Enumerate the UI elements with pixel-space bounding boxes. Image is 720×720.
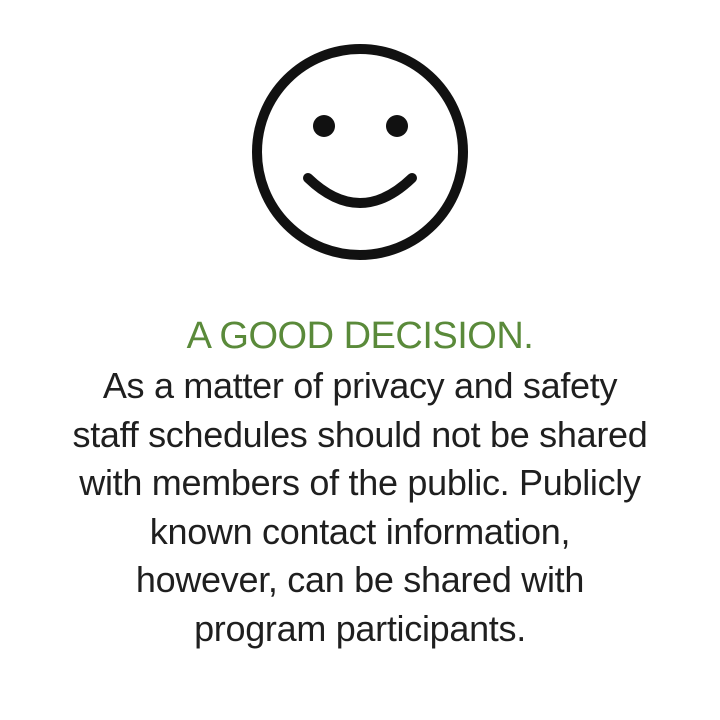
explanation-line: staff schedules should not be shared — [72, 413, 648, 455]
explanation-line: program participants. — [194, 607, 526, 649]
result-heading: A GOOD DECISION. — [186, 315, 534, 357]
smiley-face-icon — [252, 44, 468, 260]
explanation-line: with members of the public. Publicly — [79, 462, 641, 503]
explanation-line: known contact information, — [149, 510, 571, 552]
result-explanation: As a matter of privacy and safety staff … — [30, 362, 690, 653]
right-eye — [386, 115, 408, 137]
explanation-line: however, can be shared with — [135, 559, 585, 600]
smile-mouth — [303, 173, 417, 208]
face-outline — [252, 44, 468, 260]
left-eye — [313, 115, 335, 137]
explanation-line: As a matter of privacy and safety — [102, 365, 618, 406]
